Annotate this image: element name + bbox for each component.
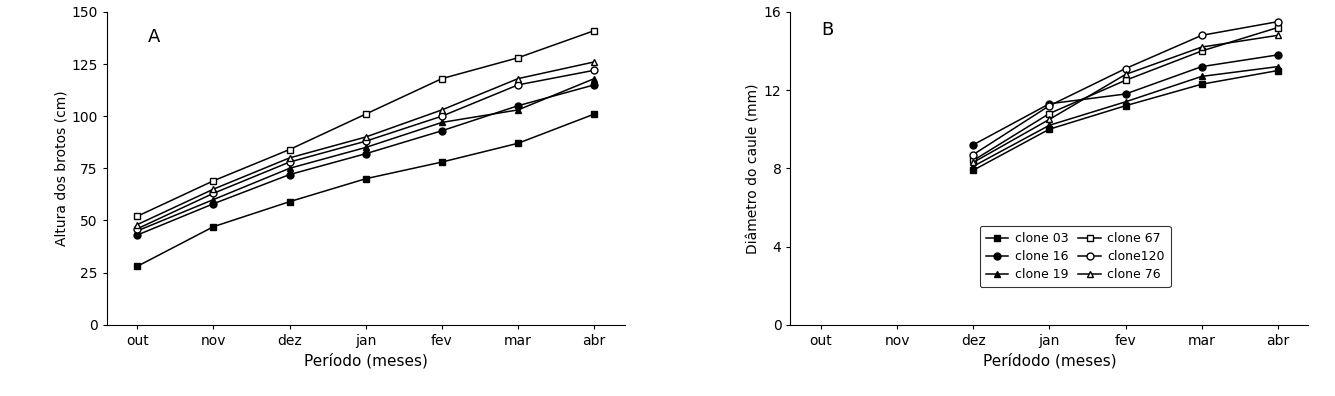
- Text: B: B: [821, 21, 834, 39]
- Legend: clone 03, clone 16, clone 19, clone 67, clone120, clone 76: clone 03, clone 16, clone 19, clone 67, …: [980, 226, 1171, 287]
- X-axis label: Período (meses): Período (meses): [304, 353, 427, 369]
- Y-axis label: Diâmetro do caule (mm): Diâmetro do caule (mm): [746, 83, 761, 253]
- Y-axis label: Altura dos brotos (cm): Altura dos brotos (cm): [55, 91, 68, 246]
- X-axis label: Perídodo (meses): Perídodo (meses): [983, 353, 1116, 369]
- Text: A: A: [148, 27, 160, 46]
